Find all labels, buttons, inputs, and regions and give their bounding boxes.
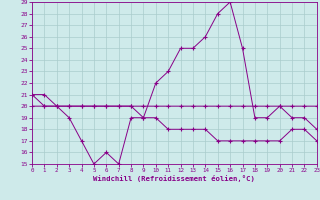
X-axis label: Windchill (Refroidissement éolien,°C): Windchill (Refroidissement éolien,°C) <box>93 175 255 182</box>
